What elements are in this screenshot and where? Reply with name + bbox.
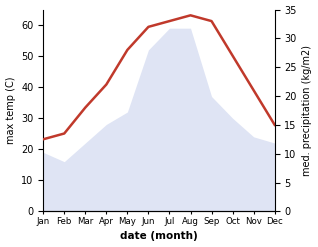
- Y-axis label: med. precipitation (kg/m2): med. precipitation (kg/m2): [302, 45, 313, 176]
- Y-axis label: max temp (C): max temp (C): [5, 77, 16, 144]
- X-axis label: date (month): date (month): [120, 231, 198, 242]
